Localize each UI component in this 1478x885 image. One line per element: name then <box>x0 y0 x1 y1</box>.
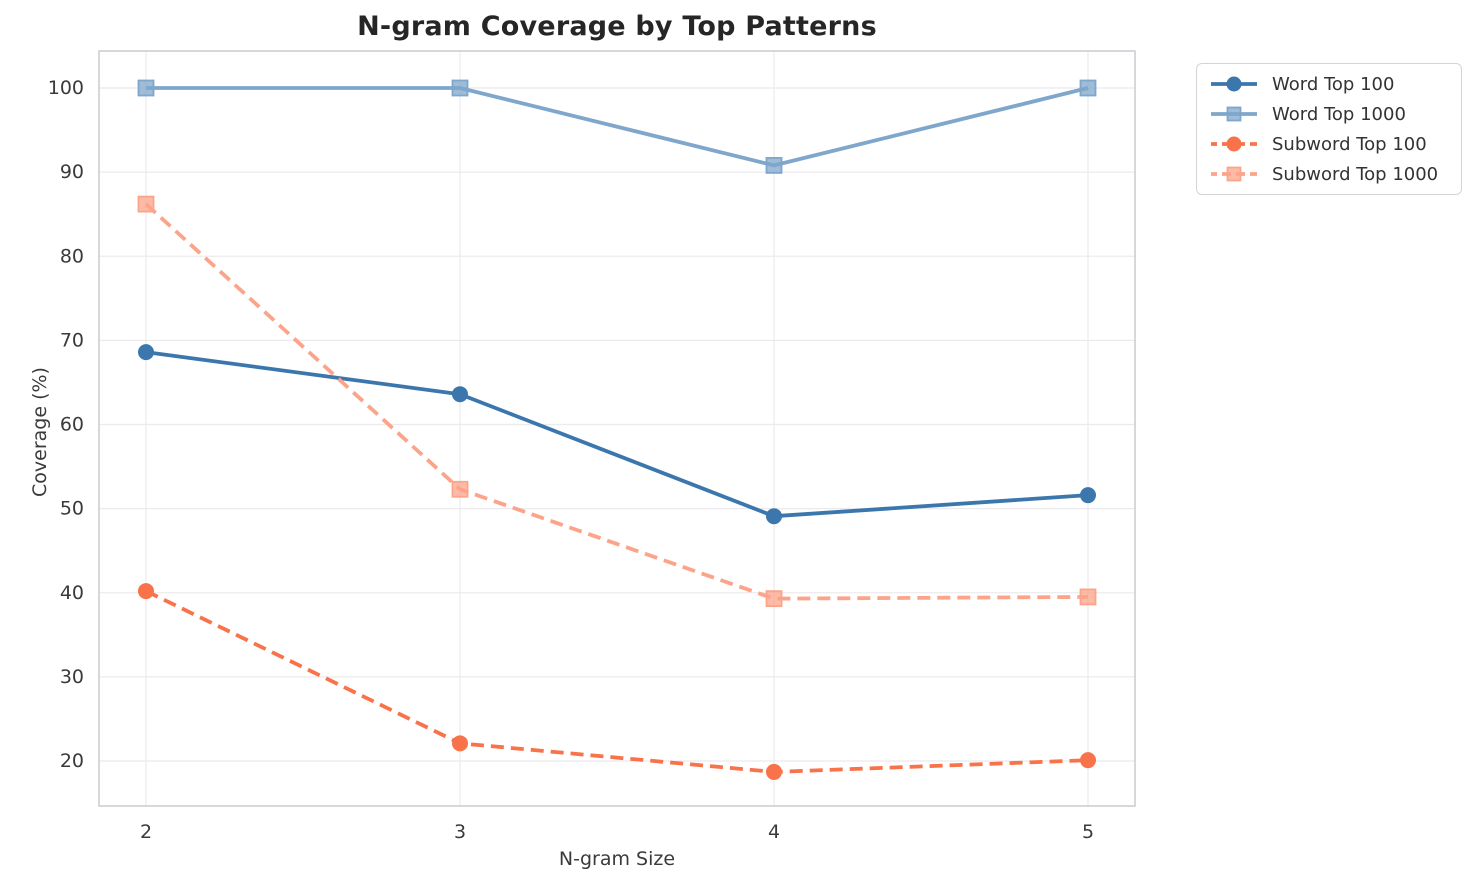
data-point-word-top-100 <box>1080 487 1096 504</box>
legend-item-word-top-100: Word Top 100 <box>1209 69 1451 99</box>
legend-square-sample-subword-top-1000 <box>1211 166 1257 182</box>
chart-title: N-gram Coverage by Top Patterns <box>357 11 877 42</box>
series-line-subword-top-1000 <box>144 202 1089 601</box>
y-tick-label: 90 <box>60 161 84 183</box>
legend-label: Subword Top 1000 <box>1272 163 1439 185</box>
data-point-word-top-1000 <box>451 79 469 97</box>
data-point-word-top-1000 <box>1079 79 1097 97</box>
data-point-word-top-1000 <box>765 156 783 174</box>
legend-label: Word Top 100 <box>1272 73 1395 95</box>
legend-circle-sample-word-top-100 <box>1211 76 1257 92</box>
y-tick-label: 70 <box>60 329 84 351</box>
legend-circle-sample-subword-top-100 <box>1211 136 1257 152</box>
data-point-word-top-1000 <box>137 79 155 97</box>
legend-label: Word Top 1000 <box>1272 103 1406 125</box>
x-tick-label: 2 <box>140 821 152 843</box>
legend-marker-icon <box>1226 76 1242 92</box>
x-tick-label: 4 <box>768 821 780 843</box>
y-tick-label: 20 <box>60 750 84 772</box>
y-tick-label: 40 <box>60 582 84 604</box>
data-point-subword-top-1000 <box>451 480 469 498</box>
x-tick-label: 5 <box>1082 821 1094 843</box>
legend-marker-icon <box>1226 136 1242 152</box>
y-tick-label: 50 <box>60 498 84 520</box>
legend-item-subword-top-1000: Subword Top 1000 <box>1209 159 1451 189</box>
series-line-word-top-100 <box>145 350 1089 519</box>
series-line-subword-top-100 <box>145 589 1089 774</box>
x-tick-label: 3 <box>454 821 466 843</box>
data-point-subword-top-100 <box>766 763 782 780</box>
legend-marker-icon <box>1226 106 1242 122</box>
data-point-word-top-100 <box>766 508 782 525</box>
legend-marker-icon <box>1226 166 1242 182</box>
data-point-word-top-100 <box>452 386 468 403</box>
legend-item-subword-top-100: Subword Top 100 <box>1209 129 1451 159</box>
data-point-subword-top-100 <box>138 583 154 600</box>
y-tick-label: 30 <box>60 666 84 688</box>
data-point-subword-top-100 <box>452 735 468 752</box>
data-point-word-top-100 <box>138 344 154 361</box>
plot-border <box>98 50 1136 807</box>
legend: Word Top 100 Word Top 1000 Subword Top 100… <box>1196 63 1462 195</box>
legend-square-sample-word-top-1000 <box>1211 106 1257 122</box>
data-point-subword-top-1000 <box>765 590 783 608</box>
y-tick-label: 80 <box>60 245 84 267</box>
x-axis-label: N-gram Size <box>558 848 676 870</box>
legend-label: Subword Top 100 <box>1272 133 1427 155</box>
data-point-subword-top-1000 <box>1079 588 1097 606</box>
data-point-subword-top-100 <box>1080 752 1096 769</box>
y-axis-label: Coverage (%) <box>29 367 51 497</box>
legend-item-word-top-1000: Word Top 1000 <box>1209 99 1451 129</box>
series-line-word-top-1000 <box>146 86 1089 168</box>
data-point-subword-top-1000 <box>137 195 155 213</box>
y-tick-label: 100 <box>48 77 84 99</box>
y-tick-label: 60 <box>60 414 84 436</box>
